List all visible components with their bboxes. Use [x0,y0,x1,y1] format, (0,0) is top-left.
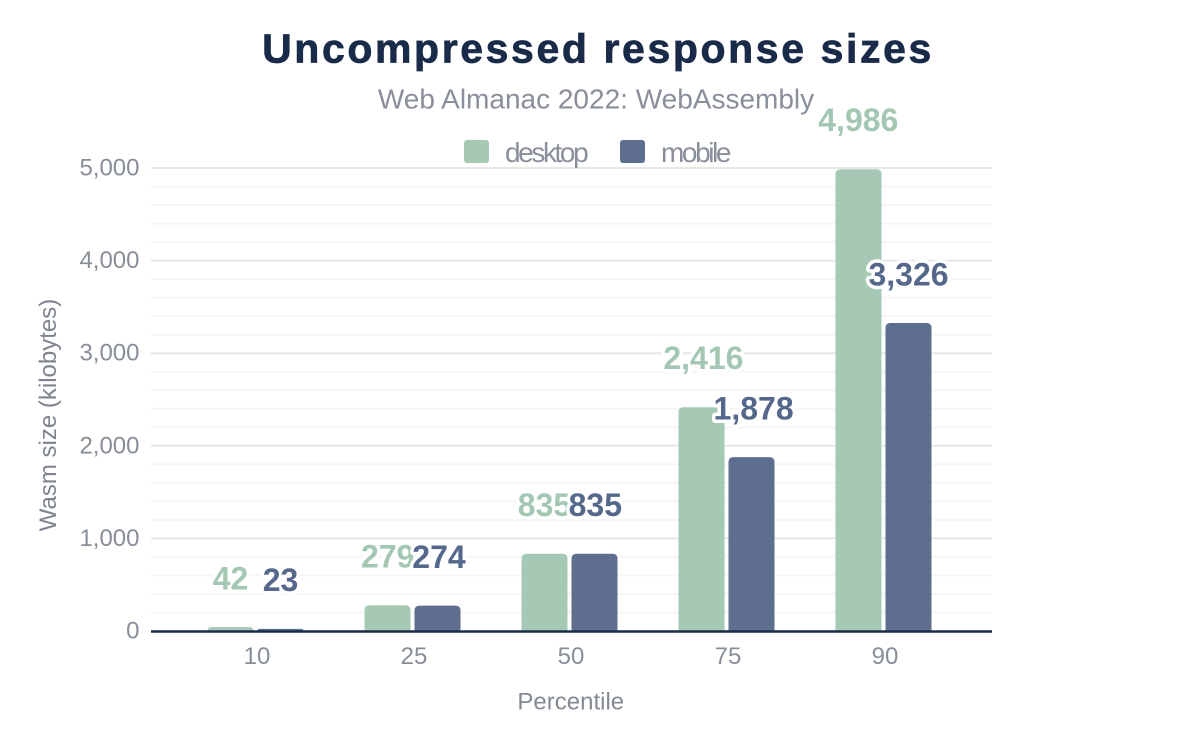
svg-text:0: 0 [126,618,139,645]
svg-text:90: 90 [872,643,899,670]
svg-text:835: 835 [569,487,622,523]
svg-text:Uncompressed response sizes: Uncompressed response sizes [262,25,934,71]
svg-text:Web Almanac 2022: WebAssembly: Web Almanac 2022: WebAssembly [378,84,814,115]
svg-text:835: 835 [518,487,571,523]
svg-text:279: 279 [361,538,414,574]
svg-text:42: 42 [213,561,249,597]
svg-text:Percentile: Percentile [517,688,624,715]
svg-text:4,000: 4,000 [79,247,139,274]
svg-text:10: 10 [244,643,271,670]
svg-text:50: 50 [558,643,585,670]
svg-text:25: 25 [401,643,428,670]
svg-text:Wasm size (kilobytes): Wasm size (kilobytes) [35,299,62,531]
svg-text:23: 23 [263,562,299,598]
svg-text:desktop: desktop [505,137,588,168]
svg-text:3,326: 3,326 [868,257,948,293]
svg-text:3,000: 3,000 [79,340,139,367]
svg-text:1,000: 1,000 [79,525,139,552]
svg-text:mobile: mobile [661,137,731,168]
svg-text:274: 274 [412,539,466,575]
svg-text:4,986: 4,986 [818,102,898,138]
svg-text:2,000: 2,000 [79,432,139,459]
svg-text:2,416: 2,416 [663,340,743,376]
svg-text:1,878: 1,878 [714,390,794,426]
svg-text:75: 75 [715,643,742,670]
svg-text:5,000: 5,000 [79,155,139,182]
